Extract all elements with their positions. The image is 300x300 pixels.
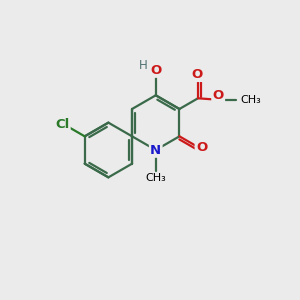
Text: H: H — [139, 59, 147, 72]
Text: Cl: Cl — [55, 118, 69, 131]
Text: O: O — [192, 68, 203, 81]
Text: O: O — [196, 140, 207, 154]
Text: O: O — [150, 64, 161, 76]
Text: O: O — [213, 89, 224, 102]
Text: CH₃: CH₃ — [146, 173, 166, 183]
Text: N: N — [150, 143, 161, 157]
Text: CH₃: CH₃ — [241, 95, 261, 105]
